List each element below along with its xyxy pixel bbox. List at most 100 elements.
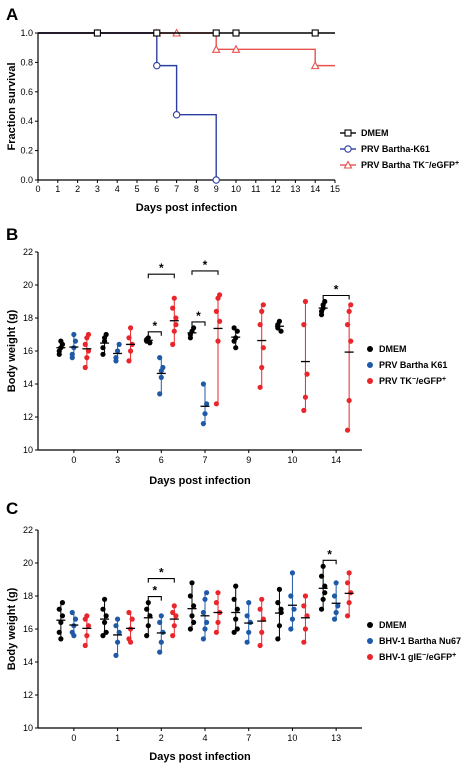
data-point-dmem [58,338,64,344]
data-point-prv-tk-egfp [127,348,134,354]
significance-bracket [322,294,350,300]
data-point-prv-bartha-tk-egfp [231,44,241,53]
data-point-prv-tk-egfp [171,328,177,334]
significance-bracket [147,331,162,336]
significance-star: * [152,319,157,333]
data-point-bhv-1-bartha-nu67 [113,652,119,659]
data-point-prv-bartha-k61 [200,421,206,427]
data-point-dmem [144,606,150,612]
legend-marker-prv-bartha-tk-egfp [343,160,353,169]
data-point-prv-tk-egfp [348,302,354,308]
significance-bracket [147,578,175,583]
legend-label-prv-bartha-tk-egfp: PRV Bartha TK−/eGFP+ [361,160,459,171]
data-point-prv-bartha-k61 [212,176,220,184]
data-point-dmem [144,336,150,343]
x-tick-label: 6 [159,455,164,465]
data-point-dmem [100,345,106,351]
data-point-bhv-1-bartha-nu67 [113,623,119,629]
data-point-bhv-1-bartha-nu67 [158,613,164,619]
data-point-dmem [322,298,328,305]
data-point-bhv-1-gie-egfp [259,629,265,635]
data-point-prv-tk-egfp [217,318,223,324]
data-point-dmem [231,629,237,635]
data-point-bhv-1-bartha-nu67 [333,609,339,616]
panel-letter-b: B [6,225,18,244]
y-tick-label: 10 [23,723,33,733]
data-point-bhv-1-bartha-nu67 [200,636,206,642]
data-point-prv-tk-egfp [213,308,219,314]
data-point-dmem [191,603,197,609]
data-point-dmem [145,623,151,629]
significance-star: * [152,584,157,598]
data-point-prv-tk-egfp [346,308,352,314]
data-point-bhv-1-gie-egfp [302,626,309,632]
data-point-prv-tk-egfp [259,308,265,314]
data-point-prv-bartha-k61 [204,401,210,407]
x-tick-label: 13 [331,733,341,743]
data-point-dmem [311,29,319,37]
data-point-bhv-1-gie-egfp [82,642,88,649]
data-point-bhv-1-bartha-nu67 [289,616,296,622]
data-point-dmem [234,606,240,612]
legend-label-bhv-1-bartha-nu67: BHV-1 Bartha Nu67 [379,636,461,646]
y-tick-label: 14 [23,657,33,667]
data-point-prv-tk-egfp [213,401,219,407]
data-point-bhv-1-bartha-nu67 [157,649,163,655]
legend-label-prv-bartha-k61: PRV Bartha K61 [379,360,447,370]
data-point-prv-bartha-k61 [202,411,208,417]
series-line-prv-bartha-tk-egfp [38,32,335,67]
x-tick-label: 9 [246,455,251,465]
data-point-prv-tk-egfp [260,345,266,351]
data-point-bhv-1-bartha-nu67 [69,609,75,616]
data-point-dmem [322,583,328,589]
data-point-bhv-1-gie-egfp [215,590,221,596]
data-point-dmem [322,590,328,596]
x-tick-label: 7 [246,733,251,743]
data-point-prv-bartha-k61 [114,348,121,354]
legend-label-dmem: DMEM [379,620,407,630]
data-point-bhv-1-bartha-nu67 [289,570,296,576]
x-tick-label: 4 [115,184,120,194]
data-point-dmem [318,312,325,318]
data-point-bhv-1-gie-egfp [304,613,310,619]
significance-star: * [327,547,332,561]
data-point-prv-bartha-k61 [71,345,77,351]
y-tick-label: 14 [23,379,33,389]
x-tick-label: 3 [115,455,120,465]
legend-label-bhv-1-gie-egfp: BHV-1 gIE−/eGFP+ [379,652,456,663]
data-point-bhv-1-gie-egfp [301,603,307,609]
data-point-prv-tk-egfp [171,295,177,301]
data-point-dmem [147,613,153,619]
data-point-prv-bartha-k61 [113,358,119,364]
data-point-dmem [231,596,237,602]
data-point-prv-bartha-k61 [158,374,164,380]
x-axis-title: Days post infection [136,202,238,214]
data-point-bhv-1-bartha-nu67 [331,593,338,599]
y-tick-label: 18 [23,591,33,601]
data-point-dmem [187,593,193,599]
legend-label-prv-bartha-k61: PRV Bartha-K61 [361,144,430,154]
data-point-bhv-1-gie-egfp [213,629,219,635]
data-point-bhv-1-bartha-nu67 [114,616,121,622]
significance-bracket [147,273,175,279]
data-point-dmem [234,626,240,632]
data-point-dmem [191,619,197,626]
data-point-dmem [191,325,197,331]
data-point-prv-bartha-k61 [172,110,181,119]
data-point-dmem [232,29,240,37]
y-tick-label: 16 [23,346,33,356]
data-point-dmem [103,613,109,619]
data-point-dmem [189,613,195,619]
data-point-prv-bartha-k61 [69,355,75,361]
legend-label-prv-tk-egfp: PRV TK−/eGFP+ [379,376,446,387]
x-tick-label: 3 [95,184,100,194]
data-point-dmem [278,328,284,334]
data-point-dmem [101,619,108,626]
data-point-bhv-1-bartha-nu67 [200,609,206,616]
y-tick-label: 1.0 [20,28,33,38]
data-point-bhv-1-bartha-nu67 [204,619,210,626]
data-point-bhv-1-bartha-nu67 [157,619,163,626]
data-point-dmem [233,616,239,622]
y-tick-label: 0.6 [20,87,33,97]
data-point-bhv-1-bartha-nu67 [288,593,294,599]
